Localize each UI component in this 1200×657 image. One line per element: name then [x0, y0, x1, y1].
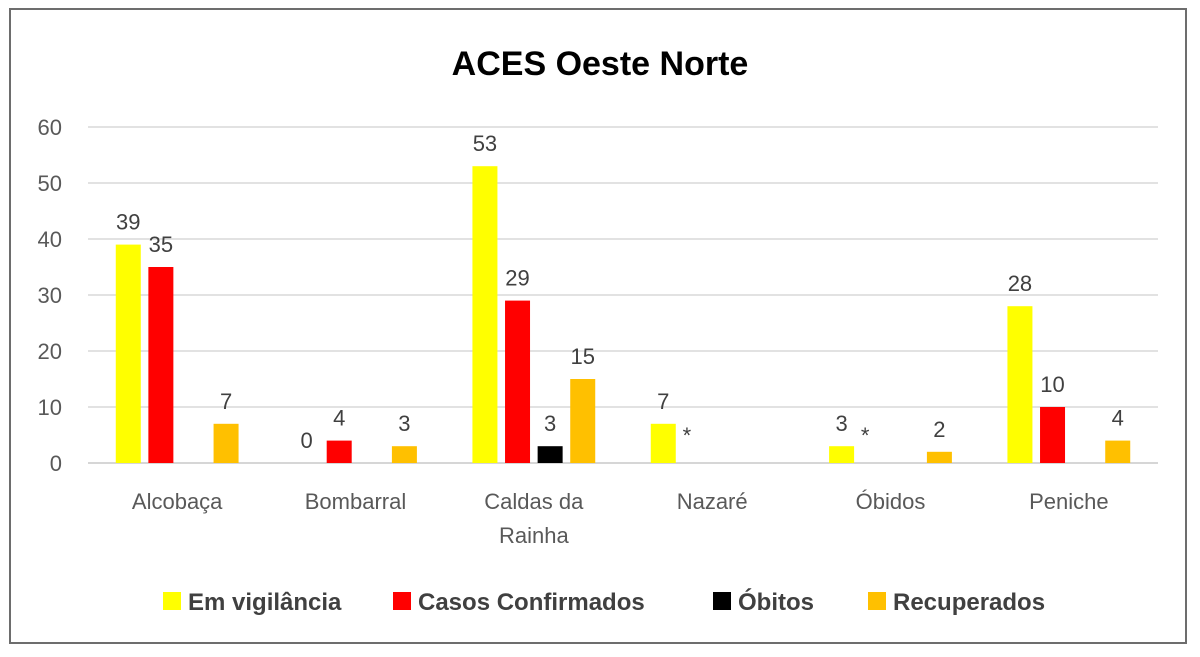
data-label: 3 — [398, 411, 410, 436]
data-label: 4 — [333, 406, 345, 431]
bar-4-5 — [926, 451, 952, 463]
bars — [115, 166, 1131, 463]
bar-2-1 — [148, 267, 174, 463]
bar-3-3 — [537, 446, 563, 463]
category-label: Peniche — [1029, 489, 1109, 514]
bar-1-6 — [1007, 306, 1033, 463]
category-label: Alcobaça — [132, 489, 223, 514]
category-label: Óbidos — [856, 489, 926, 514]
data-label: 3 — [544, 411, 556, 436]
legend-swatch — [868, 592, 886, 610]
bar-4-3 — [570, 379, 596, 463]
bar-1-4 — [650, 423, 676, 463]
legend-label: Óbitos — [738, 588, 814, 616]
bar-1-1 — [115, 244, 141, 463]
data-label: 0 — [300, 428, 312, 453]
bar-2-6 — [1040, 407, 1066, 463]
category-label: Rainha — [499, 523, 569, 548]
y-tick-label: 30 — [38, 283, 62, 308]
legend-swatch — [393, 592, 411, 610]
y-tick-label: 50 — [38, 171, 62, 196]
y-tick-label: 40 — [38, 227, 62, 252]
bar-2-2 — [326, 440, 352, 463]
legend: Em vigilância Casos Confirmados Óbitos Recu… — [163, 588, 1045, 616]
category-label: Nazaré — [677, 489, 748, 514]
data-label: 29 — [505, 266, 529, 291]
data-label: 28 — [1008, 271, 1032, 296]
legend-label: Recuperados — [893, 589, 1045, 616]
bar-1-3 — [472, 166, 498, 463]
legend-label: Casos Confirmados — [418, 589, 645, 616]
data-label: 53 — [473, 131, 497, 156]
category-label: Caldas da — [484, 489, 584, 514]
bar-4-1 — [213, 423, 239, 463]
bar-4-2 — [391, 446, 417, 463]
data-label: 10 — [1040, 372, 1064, 397]
data-label: 35 — [149, 232, 173, 257]
chart-frame — [9, 8, 1187, 644]
data-label: 3 — [835, 411, 847, 436]
data-label: 7 — [657, 389, 669, 414]
legend-swatch — [713, 592, 731, 610]
category-labels: Alcobaça Bombarral Caldas da Rainha Nazaré Ób… — [132, 489, 1109, 548]
bar-2-3 — [505, 300, 531, 463]
bar-1-5 — [829, 446, 855, 463]
y-tick-label: 0 — [50, 451, 62, 476]
bar-4-6 — [1105, 440, 1131, 463]
legend-swatch — [163, 592, 181, 610]
y-tick-label: 10 — [38, 395, 62, 420]
data-label: * — [683, 423, 692, 448]
data-label: 7 — [220, 389, 232, 414]
legend-label: Em vigilância — [188, 589, 342, 616]
chart-title: ACES Oeste Norte — [452, 45, 749, 83]
data-label: 15 — [570, 344, 594, 369]
data-label: 2 — [933, 417, 945, 442]
data-label: 4 — [1112, 406, 1124, 431]
y-tick-label: 60 — [38, 115, 62, 140]
y-tick-label: 20 — [38, 339, 62, 364]
category-label: Bombarral — [305, 489, 406, 514]
data-label: * — [861, 423, 870, 448]
data-label: 39 — [116, 210, 140, 235]
